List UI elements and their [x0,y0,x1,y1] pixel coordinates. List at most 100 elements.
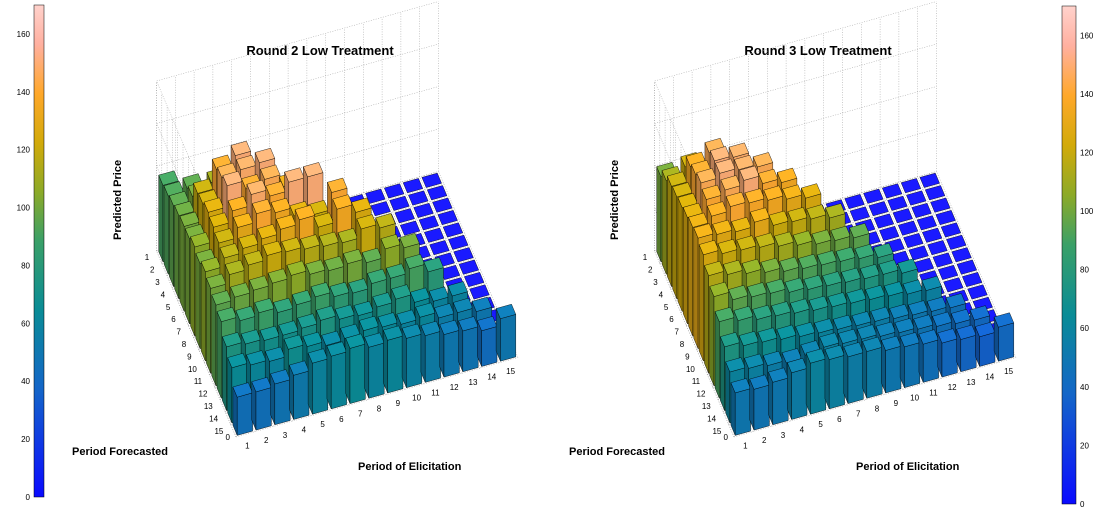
bar-top [385,263,407,279]
bar [469,284,490,300]
x-tick-label: 8 [875,404,880,413]
bar [464,272,485,288]
bar-top [356,214,377,230]
bar-top [787,357,808,374]
bar-top [771,301,792,317]
colorbar-right-ticks: 0 20 40 60 80 100 120 140 160 [1080,31,1094,509]
bar-top [420,320,441,336]
grid-line [156,86,439,353]
bar-top [768,210,789,226]
bar-top [715,158,736,174]
y-tick-label: 4 [161,290,166,299]
y-tick-label: 8 [182,340,187,349]
bar-top [410,287,431,303]
bar-top [868,201,889,217]
bar-side [688,217,693,337]
bar-top [458,316,479,332]
bar-top [825,203,846,219]
bar-front [274,379,291,426]
x-tick-label: 1 [245,441,250,450]
bar-top [749,207,771,223]
bar-top [200,256,222,273]
x-axis-label: Period of Elicitation [358,461,462,473]
bar-top [495,303,517,319]
y-tick-label: 13 [204,402,213,411]
bar [384,183,405,199]
bar-top [396,309,417,325]
bar-top [900,178,922,194]
bar-top [894,318,915,334]
bar-top [348,278,369,294]
bar-side [227,357,233,424]
bar [365,188,386,204]
bar [418,215,439,231]
bar-top [327,177,348,193]
bar [289,360,310,420]
bar-front [236,392,253,436]
bar-top [240,329,262,345]
x-tick-label: 9 [396,399,401,408]
bar-top [744,353,765,369]
bar-side [195,253,201,349]
bar-top [816,250,838,266]
bar-side [222,336,227,411]
bar-top [264,346,286,362]
bar-top [709,146,731,162]
bar-top [908,245,929,261]
x-tick-label: 1 [743,441,748,450]
bar [453,247,474,263]
x-tick-label: 9 [894,399,899,408]
bar-top [921,275,942,291]
y-tick-label: 6 [171,315,176,324]
bar-top [739,165,760,181]
bar [924,185,946,201]
bar-top [975,321,996,338]
bar-top [471,296,492,312]
bar-top [404,253,425,269]
x-tick-label: 14 [985,372,994,381]
bar-top [881,335,902,351]
bar-top [286,260,307,276]
bar [993,312,1015,362]
bar [495,303,517,362]
bar-top [870,306,891,322]
bar-side [656,166,662,262]
bar [432,197,453,213]
bar [326,341,347,410]
colorbar-tick-label: 100 [1080,207,1094,216]
y-tick-label: 9 [685,352,690,361]
bar-top [464,272,485,288]
y-tick-label: 1 [145,253,150,262]
y-tick-label: 15 [712,427,721,436]
bar-top [243,250,264,266]
y-tick-label: 2 [150,266,155,275]
bar-group [158,140,517,436]
bar-top [259,325,280,341]
bar-side [326,345,332,409]
y-axis-label: Period Forecasted [569,446,665,458]
bar-top [316,305,337,321]
bar-top [768,367,789,383]
y-tick-label: 1 [643,253,648,262]
bar-top [736,235,757,251]
bar-front [368,342,385,399]
bar-top [762,350,784,366]
bar-top [763,185,784,201]
bar-top [291,289,313,306]
bar-side [216,311,222,399]
colorbar-tick-label: 60 [1080,324,1089,333]
bar-top [324,255,345,271]
bar [844,194,865,210]
bar-top [251,198,273,214]
bar [232,382,253,436]
bar [899,332,921,388]
bar-top [846,288,867,304]
x-tick-label: 4 [302,425,307,434]
bar-top [367,268,388,284]
bar-top [789,298,811,314]
grid-line [156,43,439,310]
bar-top [383,325,404,341]
bar-top [993,312,1015,328]
bar-top [722,259,744,275]
